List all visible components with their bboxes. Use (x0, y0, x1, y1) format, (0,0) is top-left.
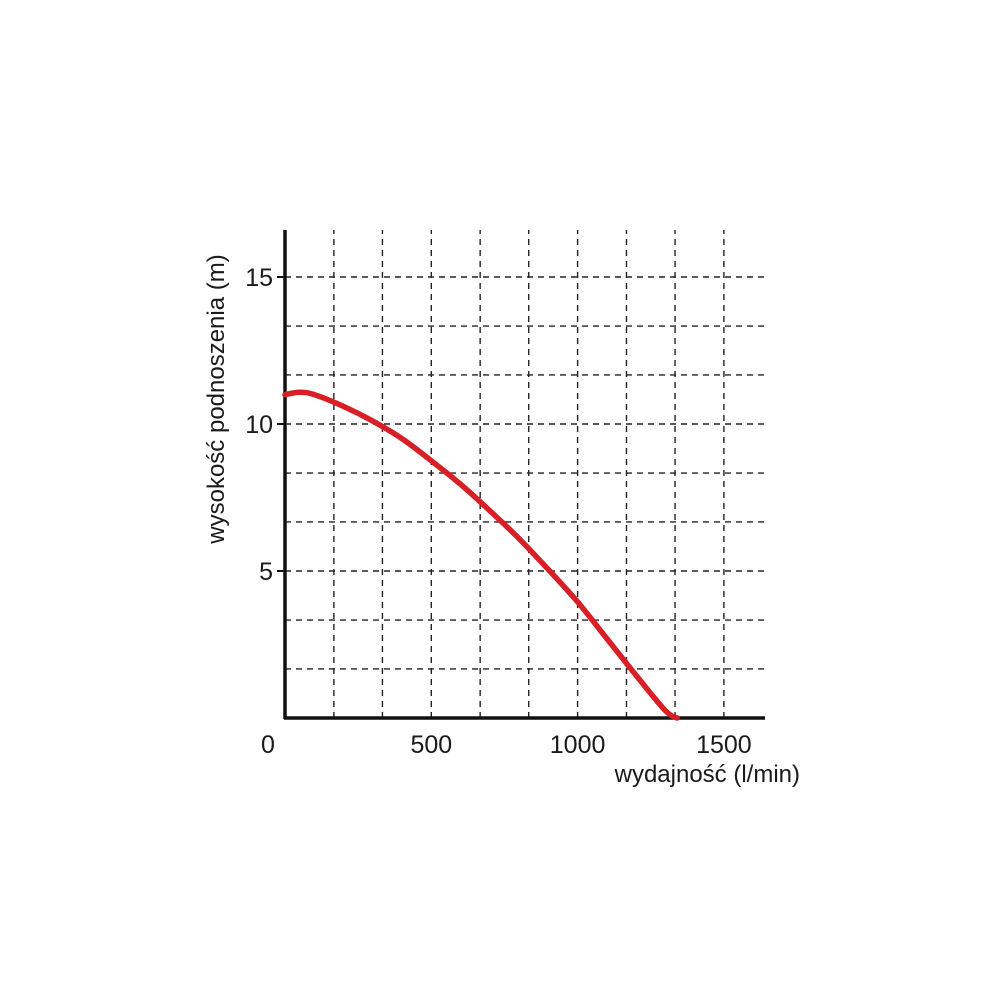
x-axis-title: wydajność (l/min) (614, 761, 800, 788)
x-tick-label: 1000 (550, 731, 606, 759)
x-tick-label: 0 (261, 731, 275, 759)
y-tick-label: 15 (245, 264, 273, 292)
grid (285, 230, 765, 718)
y-axis-title: wysokość podnoszenia (m) (203, 254, 230, 544)
y-tick-label: 5 (259, 558, 273, 586)
x-tick-label: 500 (410, 731, 452, 759)
series-layer (282, 389, 680, 721)
axes (277, 230, 765, 720)
y-tick-label: 10 (245, 411, 273, 439)
x-tick-label: 1500 (696, 731, 752, 759)
series-line-head-curve (282, 389, 680, 721)
tick-labels: 0 500 1000 1500 5 10 15 (245, 264, 752, 759)
